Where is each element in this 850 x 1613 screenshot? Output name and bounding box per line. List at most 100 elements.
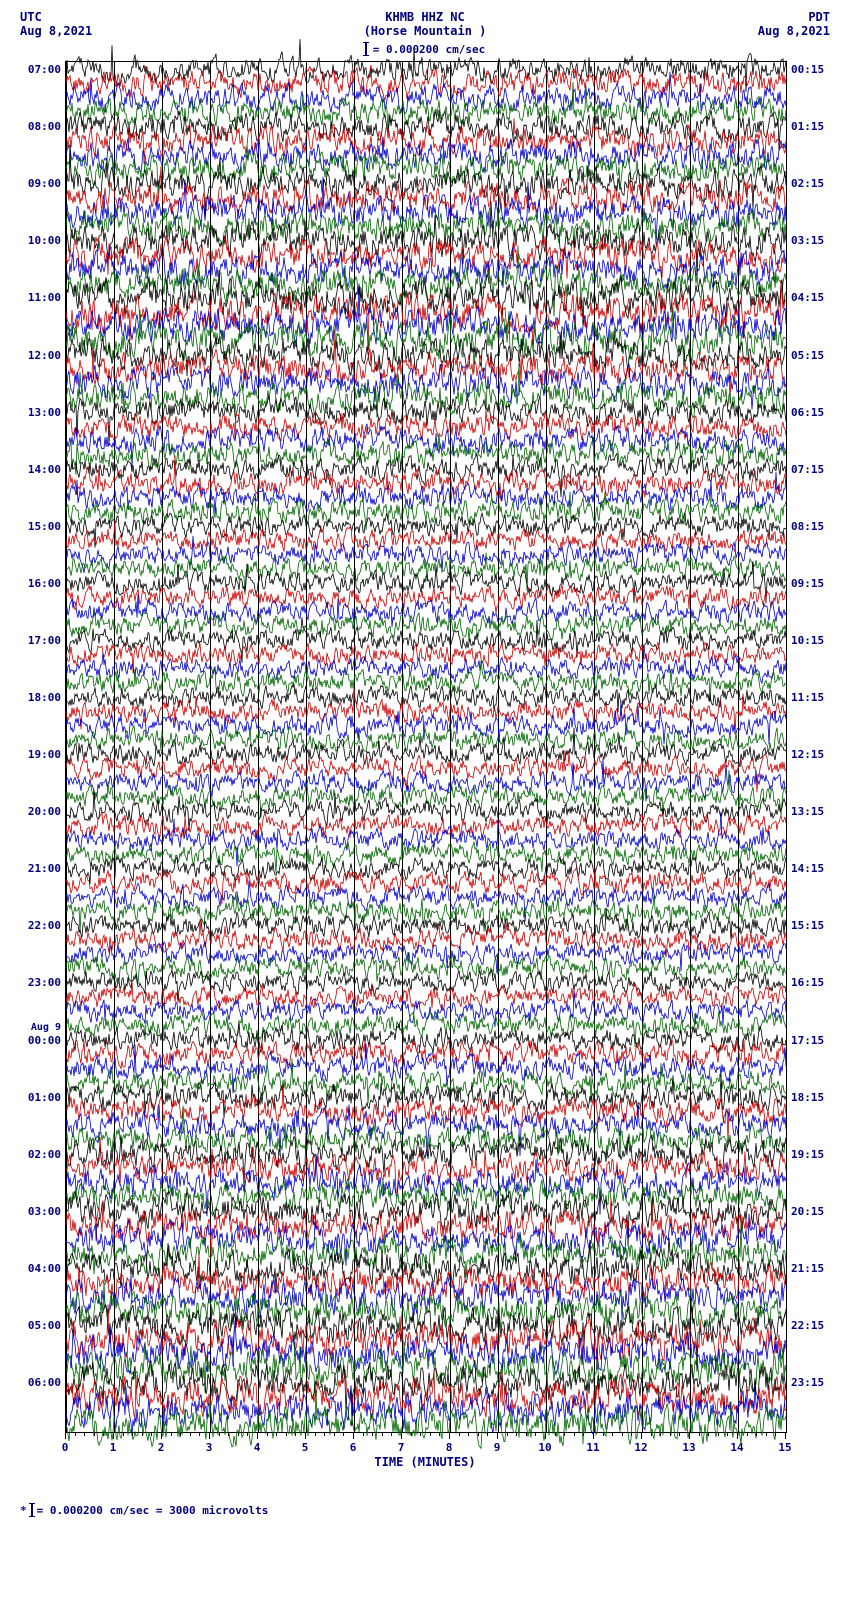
scale-bar-icon <box>365 42 367 56</box>
date-right: Aug 8,2021 <box>750 24 830 38</box>
time-label-right: 16:15 <box>791 976 831 989</box>
time-label-right: 14:15 <box>791 862 831 875</box>
x-tick-label: 9 <box>494 1441 501 1454</box>
time-label-right: 18:15 <box>791 1091 831 1104</box>
x-tick <box>161 1433 162 1439</box>
x-tick-label: 13 <box>682 1441 695 1454</box>
x-tick <box>449 1433 450 1439</box>
time-label-left: 01:00 <box>21 1091 61 1104</box>
x-subtick <box>459 1433 460 1436</box>
seismic-trace <box>66 62 786 1432</box>
time-label-right: 07:15 <box>791 463 831 476</box>
footer-text: = 0.000200 cm/sec = 3000 microvolts <box>37 1504 269 1517</box>
x-tick <box>497 1433 498 1439</box>
x-subtick <box>555 1433 556 1436</box>
time-label-left: 21:00 <box>21 862 61 875</box>
x-tick <box>737 1433 738 1439</box>
x-subtick <box>603 1433 604 1436</box>
time-label-right: 01:15 <box>791 120 831 133</box>
x-subtick <box>247 1433 248 1436</box>
x-subtick <box>631 1433 632 1436</box>
time-label-right: 08:15 <box>791 520 831 533</box>
x-subtick <box>430 1433 431 1436</box>
x-subtick <box>190 1433 191 1436</box>
time-label-left: 14:00 <box>21 463 61 476</box>
time-label-left: 17:00 <box>21 634 61 647</box>
time-label-left: 20:00 <box>21 805 61 818</box>
time-label-left: 16:00 <box>21 577 61 590</box>
x-subtick <box>679 1433 680 1436</box>
time-label-right: 10:15 <box>791 634 831 647</box>
x-subtick <box>439 1433 440 1436</box>
x-subtick <box>622 1433 623 1436</box>
x-tick-label: 3 <box>206 1441 213 1454</box>
x-subtick <box>670 1433 671 1436</box>
tz-right: PDT <box>750 10 830 24</box>
x-subtick <box>286 1433 287 1436</box>
x-tick-label: 4 <box>254 1441 261 1454</box>
x-subtick <box>315 1433 316 1436</box>
x-subtick <box>507 1433 508 1436</box>
time-label-left: 09:00 <box>21 177 61 190</box>
x-subtick <box>180 1433 181 1436</box>
x-tick <box>353 1433 354 1439</box>
time-label-right: 21:15 <box>791 1262 831 1275</box>
time-label-right: 05:15 <box>791 349 831 362</box>
x-tick-label: 14 <box>730 1441 743 1454</box>
x-subtick <box>766 1433 767 1436</box>
x-tick <box>641 1433 642 1439</box>
x-tick-label: 10 <box>538 1441 551 1454</box>
time-label-right: 17:15 <box>791 1034 831 1047</box>
x-subtick <box>708 1433 709 1436</box>
x-tick-label: 7 <box>398 1441 405 1454</box>
x-tick <box>785 1433 786 1439</box>
x-subtick <box>324 1433 325 1436</box>
header-right: PDT Aug 8,2021 <box>750 10 830 38</box>
time-label-right: 23:15 <box>791 1376 831 1389</box>
x-subtick <box>516 1433 517 1436</box>
time-label-left: 10:00 <box>21 234 61 247</box>
x-axis: TIME (MINUTES) 0123456789101112131415 <box>65 1433 785 1473</box>
x-subtick <box>574 1433 575 1436</box>
station-code: KHMB HHZ NC <box>100 10 750 24</box>
x-subtick <box>276 1433 277 1436</box>
x-tick-label: 8 <box>446 1441 453 1454</box>
time-label-left: 22:00 <box>21 919 61 932</box>
x-subtick <box>75 1433 76 1436</box>
x-subtick <box>267 1433 268 1436</box>
x-subtick <box>564 1433 565 1436</box>
seismogram-plot: 07:0000:1508:0001:1509:0002:1510:0003:15… <box>65 61 787 1433</box>
footer-scale-bar-icon <box>31 1503 33 1517</box>
x-subtick <box>382 1433 383 1436</box>
x-subtick <box>391 1433 392 1436</box>
x-subtick <box>123 1433 124 1436</box>
time-label-right: 12:15 <box>791 748 831 761</box>
x-subtick <box>420 1433 421 1436</box>
x-subtick <box>747 1433 748 1436</box>
date-marker: Aug 9 <box>21 1022 61 1033</box>
x-subtick <box>94 1433 95 1436</box>
x-subtick <box>612 1433 613 1436</box>
x-subtick <box>535 1433 536 1436</box>
time-label-right: 15:15 <box>791 919 831 932</box>
header-left: UTC Aug 8,2021 <box>20 10 100 38</box>
x-subtick <box>171 1433 172 1436</box>
x-tick <box>257 1433 258 1439</box>
footer: * = 0.000200 cm/sec = 3000 microvolts <box>20 1503 830 1517</box>
x-subtick <box>526 1433 527 1436</box>
x-subtick <box>132 1433 133 1436</box>
seismogram-container: UTC Aug 8,2021 KHMB HHZ NC (Horse Mounta… <box>0 0 850 1527</box>
x-subtick <box>103 1433 104 1436</box>
x-axis-title: TIME (MINUTES) <box>374 1455 475 1469</box>
footer-prefix: * <box>20 1504 27 1517</box>
time-label-right: 00:15 <box>791 63 831 76</box>
x-subtick <box>756 1433 757 1436</box>
x-tick <box>113 1433 114 1439</box>
x-subtick <box>651 1433 652 1436</box>
x-subtick <box>775 1433 776 1436</box>
x-subtick <box>411 1433 412 1436</box>
time-label-left: 23:00 <box>21 976 61 989</box>
time-label-left: 07:00 <box>21 63 61 76</box>
x-tick-label: 0 <box>62 1441 69 1454</box>
time-label-left: 00:00 <box>21 1034 61 1047</box>
